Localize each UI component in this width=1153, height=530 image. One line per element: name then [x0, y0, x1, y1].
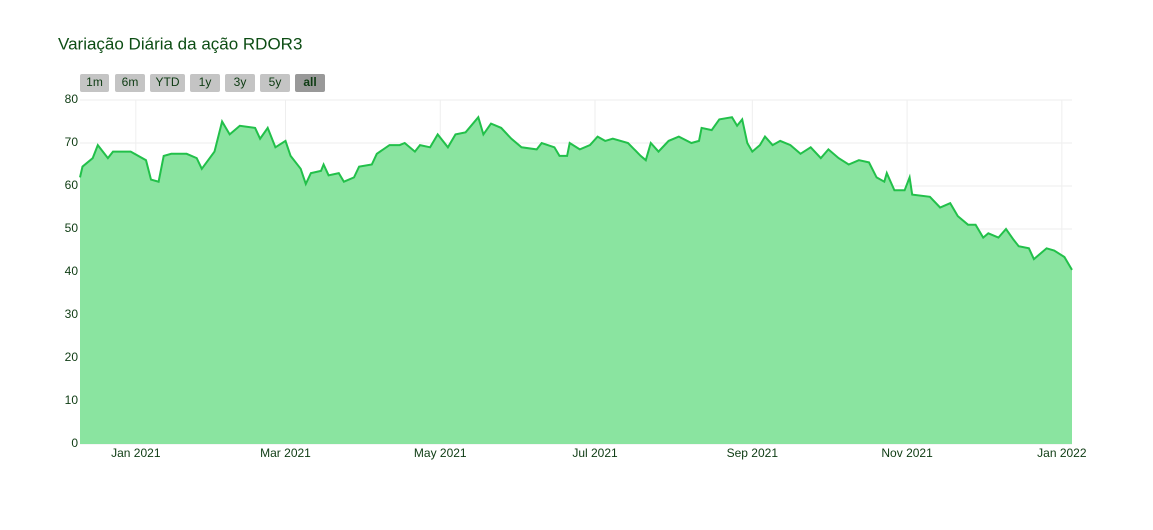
range-button[interactable]: [295, 74, 325, 92]
range-button[interactable]: [150, 74, 185, 92]
y-tick-label: 30: [65, 307, 79, 321]
y-tick-label: 10: [65, 393, 79, 407]
range-button[interactable]: [225, 74, 255, 92]
range-button[interactable]: [115, 74, 145, 92]
price-line: [79, 115, 1073, 271]
range-button-label[interactable]: YTD: [156, 75, 180, 89]
range-button[interactable]: [190, 74, 220, 92]
x-tick-label: Jan 2022: [1037, 446, 1087, 460]
y-tick-label: 60: [65, 178, 79, 192]
x-tick-label: Jan 2021: [111, 446, 161, 460]
range-button-label[interactable]: 1y: [199, 75, 212, 89]
chart-title: Variação Diária da ação RDOR3: [58, 34, 302, 53]
x-tick-label: Sep 2021: [727, 446, 779, 460]
x-tick-label: Nov 2021: [881, 446, 933, 460]
y-tick-label: 70: [65, 135, 79, 149]
y-tick-label: 80: [65, 92, 79, 106]
y-tick-label: 0: [71, 436, 78, 450]
range-button[interactable]: [260, 74, 290, 92]
y-tick-label: 20: [65, 350, 79, 364]
range-button-label[interactable]: 6m: [122, 75, 139, 89]
range-button[interactable]: [80, 74, 109, 92]
area-fill: [80, 117, 1072, 444]
range-button-label[interactable]: all: [303, 75, 316, 89]
range-button-label[interactable]: 3y: [234, 75, 247, 89]
range-button-label[interactable]: 5y: [269, 75, 282, 89]
x-tick-label: May 2021: [414, 446, 467, 460]
x-tick-label: Jul 2021: [572, 446, 618, 460]
y-tick-label: 50: [65, 221, 79, 235]
y-tick-label: 40: [65, 264, 79, 278]
range-button-label[interactable]: 1m: [86, 75, 103, 89]
x-tick-label: Mar 2021: [260, 446, 311, 460]
